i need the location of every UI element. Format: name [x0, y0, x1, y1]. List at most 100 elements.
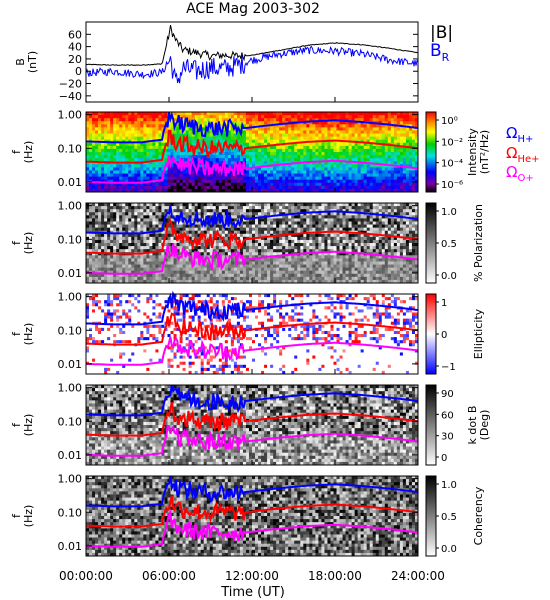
heatmap-cell [212, 176, 217, 181]
heatmap-cell [140, 130, 144, 134]
heatmap-cell [396, 115, 401, 119]
heatmap-cell [167, 167, 171, 171]
heatmap-cell [227, 273, 232, 278]
heatmap-cell [372, 118, 377, 122]
heatmap-cell [227, 279, 232, 284]
heatmap-cell [309, 148, 313, 153]
heatmap-cell [255, 148, 259, 153]
heatmap-cell [330, 182, 334, 187]
heatmap-cell [212, 206, 217, 210]
heatmap-cell [140, 173, 144, 178]
heatmap-cell [221, 267, 226, 272]
heatmap-cell [270, 267, 274, 272]
heatmap-cell [375, 167, 380, 171]
heatmap-cell [188, 136, 193, 141]
heatmap-cell [143, 261, 147, 265]
heatmap-cell [351, 158, 356, 162]
heatmap-cell [306, 118, 310, 122]
heatmap-cell [318, 249, 322, 253]
heatmap-cell [366, 188, 371, 193]
heatmap-cell [282, 133, 286, 138]
heatmap-cell [261, 182, 265, 187]
heatmap-cell [227, 130, 232, 134]
heatmap-cell [89, 212, 93, 216]
heatmap-cell [315, 152, 319, 156]
heatmap-cell [98, 233, 102, 238]
heatmap-cell [125, 221, 129, 225]
heatmap-cell [209, 206, 214, 210]
heatmap-cell [161, 182, 165, 187]
heatmap-cell [224, 155, 229, 159]
heatmap-cell [324, 249, 328, 253]
heatmap-cell [267, 188, 271, 193]
heatmap-cell [354, 173, 359, 178]
heatmap-cell [236, 258, 241, 262]
heatmap-cell [116, 276, 120, 281]
heatmap-cell [227, 173, 232, 178]
heatmap-cell [221, 155, 226, 159]
heatmap-cell [291, 227, 295, 232]
heatmap-cell [110, 273, 114, 278]
heatmap-cell [209, 221, 214, 225]
heatmap-cell [264, 221, 268, 225]
heatmap-cell [200, 227, 205, 232]
heatmap-cell [203, 115, 208, 119]
heatmap-cell [312, 270, 316, 275]
heatmap-cell [149, 130, 153, 134]
heatmap-cell [155, 173, 159, 178]
heatmap-cell [291, 258, 295, 262]
heatmap-cell [288, 227, 292, 232]
heatmap-cell [258, 115, 262, 119]
mag-y-tick-label: 0 [75, 65, 82, 78]
heatmap-cell [273, 136, 277, 141]
heatmap-cell [188, 227, 193, 232]
heatmap-cell [152, 276, 156, 281]
heatmap-cell [113, 124, 117, 128]
heatmap-cell [92, 221, 96, 225]
heatmap-cell [179, 152, 183, 156]
heatmap-cell [270, 118, 274, 122]
heatmap-cell [149, 148, 153, 153]
heatmap-cell [146, 252, 150, 256]
heatmap-cell [242, 212, 247, 216]
heatmap-cell [321, 255, 325, 259]
heatmap-cell [137, 243, 141, 247]
heatmap-cell [342, 133, 346, 138]
heatmap-cell [161, 255, 165, 259]
heatmap-cell [285, 267, 289, 272]
heatmap-cell [369, 173, 374, 178]
heatmap-cell [261, 239, 265, 244]
heatmap-cell [276, 206, 280, 210]
heatmap-cell [224, 206, 229, 210]
heatmap-cell [101, 155, 105, 159]
heatmap-cell [309, 206, 313, 210]
heatmap-cell [357, 127, 362, 131]
heatmap-cell [375, 139, 380, 144]
heatmap-cell [239, 118, 244, 122]
heatmap-cell [101, 121, 105, 125]
heatmap-cell [261, 212, 265, 216]
heatmap-cell [351, 179, 356, 184]
heatmap-cell [134, 167, 138, 171]
heatmap-cell [321, 179, 325, 184]
heatmap-cell [218, 176, 223, 181]
heatmap-cell [98, 118, 102, 122]
heatmap-cell [212, 152, 217, 156]
heatmap-cell [209, 227, 214, 232]
heatmap-cell [236, 121, 241, 125]
heatmap-cell [375, 188, 380, 193]
heatmap-cell [309, 203, 313, 207]
heatmap-cell [345, 161, 349, 165]
heatmap-cell [369, 124, 374, 128]
heatmap-cell [324, 255, 328, 259]
heatmap-cell [164, 152, 168, 156]
heatmap-cell [306, 236, 310, 241]
heatmap-cell [324, 221, 328, 225]
heatmap-cell [357, 158, 362, 162]
heatmap-cell [303, 170, 307, 174]
heatmap-cell [152, 258, 156, 262]
heatmap-cell [107, 270, 111, 275]
heatmap-cell [176, 212, 180, 216]
heatmap-cell [113, 155, 117, 159]
heatmap-cell [140, 145, 144, 150]
